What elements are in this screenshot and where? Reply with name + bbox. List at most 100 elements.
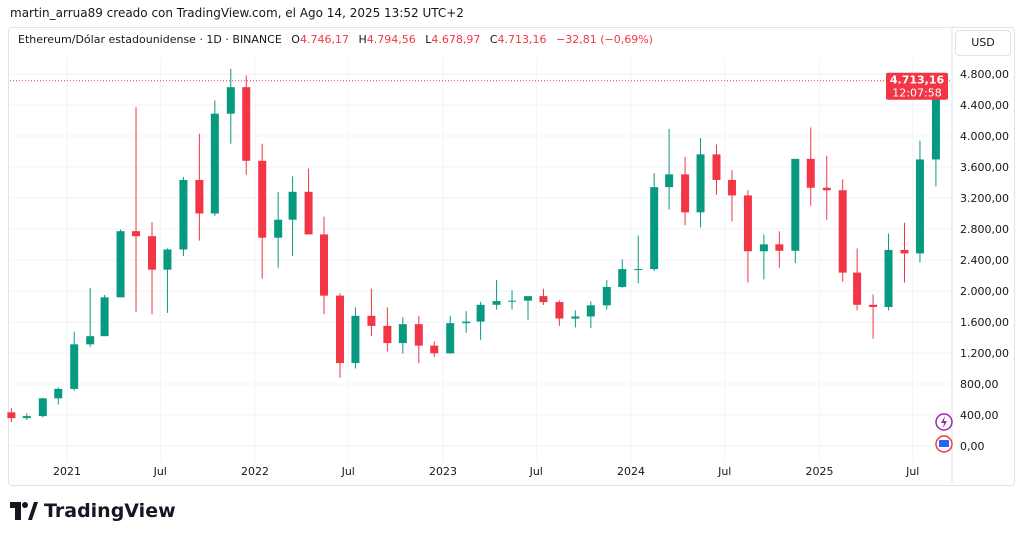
tradingview-logo-icon <box>10 502 38 520</box>
open-value: 4.746,17 <box>299 33 349 46</box>
candle-body <box>900 249 909 254</box>
candle-body <box>915 159 924 254</box>
price-tag <box>886 72 948 100</box>
candle-body <box>571 316 580 319</box>
candle-body <box>806 158 815 188</box>
candle-body <box>602 286 611 306</box>
candle-body <box>822 187 831 191</box>
us-flag-glyph-icon <box>939 440 949 447</box>
candle-body <box>54 388 63 399</box>
candle-body <box>383 325 392 344</box>
y-tick-label: 800,00 <box>960 378 999 391</box>
candle-body <box>351 315 360 364</box>
x-tick-label: Jul <box>717 465 731 478</box>
y-tick-label: 4.400,00 <box>960 99 1009 112</box>
candle-body <box>665 174 674 188</box>
candle-body <box>681 174 690 213</box>
candle-body <box>743 195 752 252</box>
high-label: H <box>358 33 367 46</box>
candle-body <box>884 249 893 307</box>
candle-body <box>304 191 313 235</box>
x-tick-label: Jul <box>905 465 919 478</box>
candle-body <box>634 269 643 271</box>
candle-body <box>210 113 219 214</box>
candle-body <box>242 87 251 161</box>
x-tick-label: 2025 <box>806 465 834 478</box>
candle-body <box>492 301 501 305</box>
candle-body <box>335 295 344 364</box>
candle-body <box>7 412 16 419</box>
close-label: C <box>489 33 498 46</box>
y-tick-label: 0,00 <box>960 440 985 453</box>
candle-body <box>288 191 297 220</box>
candle-body <box>650 187 659 270</box>
candle-body <box>70 344 79 389</box>
high-value: 4.794,56 <box>366 33 416 46</box>
symbol-name: Ethereum/Dólar estadounidense · 1D · BIN… <box>18 33 282 46</box>
x-tick-label: Jul <box>153 465 167 478</box>
candle-body <box>163 249 172 270</box>
tradingview-logo[interactable]: TradingView <box>10 500 176 522</box>
y-tick-label: 2.400,00 <box>960 254 1009 267</box>
candle-body <box>618 269 627 287</box>
candle-body <box>398 324 407 344</box>
close-value: 4.713,16 <box>497 33 547 46</box>
y-tick-label: 2.000,00 <box>960 285 1009 298</box>
candle-body <box>931 80 940 160</box>
candle-body <box>179 179 188 250</box>
chart-credit: martin_arrua89 creado con TradingView.co… <box>10 6 464 20</box>
candle-body <box>258 160 267 238</box>
x-tick-label: 2024 <box>617 465 645 478</box>
candle-body <box>727 179 736 196</box>
y-tick-label: 3.200,00 <box>960 192 1009 205</box>
candle-body <box>539 296 548 303</box>
candle-body <box>791 158 800 251</box>
y-tick-label: 4.000,00 <box>960 130 1009 143</box>
y-tick-label: 400,00 <box>960 409 999 422</box>
y-tick-label: 1.600,00 <box>960 316 1009 329</box>
y-tick-label: 4.800,00 <box>960 68 1009 81</box>
candle-body <box>555 302 564 319</box>
y-tick-label: 3.600,00 <box>960 161 1009 174</box>
low-value: 4.678,97 <box>431 33 481 46</box>
candle-body <box>274 219 283 238</box>
candle-body <box>869 304 878 307</box>
candle-body <box>476 304 485 322</box>
candle-body <box>523 296 532 301</box>
candle-body <box>430 345 439 354</box>
low-label: L <box>425 33 432 46</box>
candle-body <box>100 297 109 337</box>
candle-body <box>446 323 455 354</box>
candle-body <box>226 87 235 114</box>
candle-body <box>195 179 204 214</box>
candle-body <box>116 231 125 298</box>
lightning-glyph-icon <box>941 416 947 428</box>
symbol-legend: Ethereum/Dólar estadounidense · 1D · BIN… <box>18 33 653 46</box>
change-value: −32,81 (−0,69%) <box>556 33 653 46</box>
candle-body <box>759 244 768 252</box>
x-tick-label: Jul <box>341 465 355 478</box>
candle-body <box>367 315 376 326</box>
candle-body <box>838 190 847 273</box>
candle-body <box>462 321 471 324</box>
chart-frame <box>8 27 1015 486</box>
y-tick-label: 1.200,00 <box>960 347 1009 360</box>
candle-body <box>414 324 423 346</box>
y-tick-label: 2.800,00 <box>960 223 1009 236</box>
candle-body <box>86 336 95 345</box>
candle-body <box>775 244 784 251</box>
x-tick-label: 2021 <box>53 465 81 478</box>
candle-body <box>22 416 31 419</box>
candle-body <box>696 154 705 213</box>
price-tag-price: 4.713,16 <box>890 74 945 87</box>
logo-text: TradingView <box>44 500 176 522</box>
x-tick-label: 2023 <box>429 465 457 478</box>
candle-body <box>712 154 721 180</box>
candle-body <box>132 231 141 237</box>
currency-button[interactable]: USD <box>955 30 1011 56</box>
x-tick-label: Jul <box>529 465 543 478</box>
candle-body <box>508 300 517 302</box>
x-tick-label: 2022 <box>241 465 269 478</box>
candle-body <box>147 236 156 270</box>
